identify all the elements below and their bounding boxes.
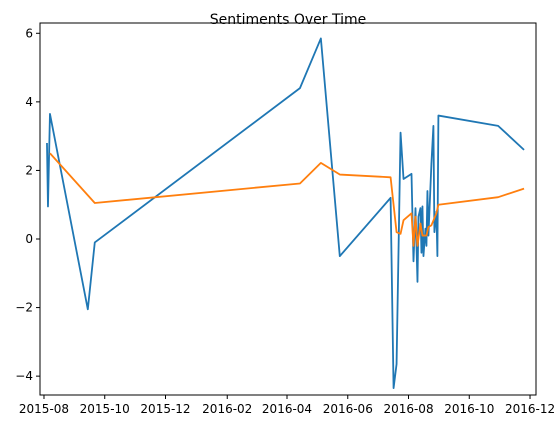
x-tick-label: 2016-10 [444,402,494,416]
series-line-1 [46,37,525,390]
y-tick-label: 4 [25,95,33,109]
series-layer [46,37,525,390]
x-tick-label: 2015-10 [80,402,130,416]
y-tick-label: 6 [25,26,33,40]
x-tick-label: 2016-02 [202,402,252,416]
x-tick-label: 2016-08 [383,402,433,416]
chart-title: Sentiments Over Time [210,12,367,28]
x-tick-label: 2015-12 [140,402,190,416]
series-line-2 [49,152,525,247]
y-tick-label: −4 [15,369,33,383]
plot-frame [39,22,537,396]
y-tick-label: −2 [15,301,33,315]
x-tick-label: 2016-06 [323,402,373,416]
x-tick-label: 2015-08 [19,402,69,416]
x-tick-label: 2016-04 [262,402,312,416]
x-axis: 2015-08 2015-10 2015-12 2016-02 2016-04 2016-… [19,395,555,416]
x-tick-label: 2016-12 [505,402,555,416]
y-axis: −4 −2 0 2 4 6 [15,26,40,383]
y-tick-label: 0 [25,232,33,246]
y-tick-label: 2 [25,163,33,177]
